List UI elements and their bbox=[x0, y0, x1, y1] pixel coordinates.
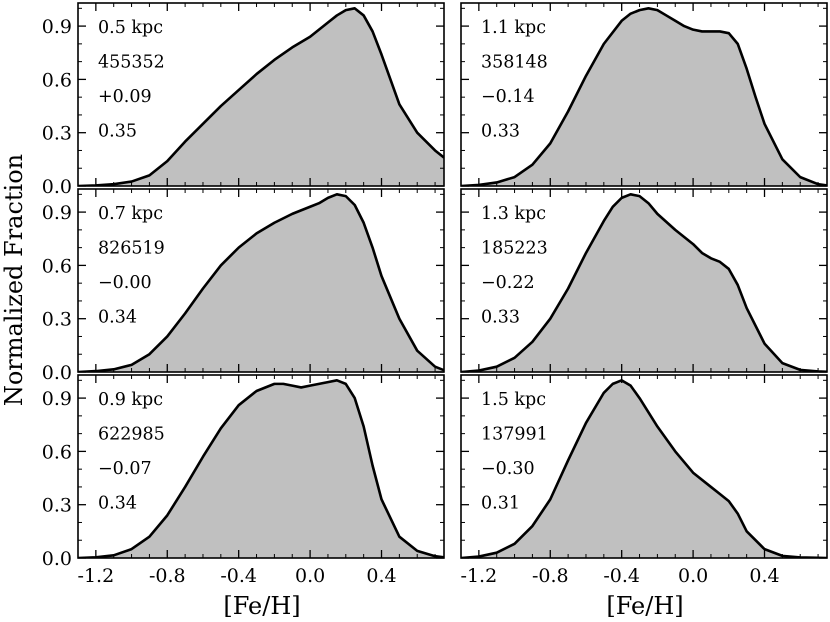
panel-distance-label: 0.9 kpc bbox=[98, 390, 163, 410]
distribution-curve bbox=[78, 193, 444, 372]
panel-mean-metallicity: −0.22 bbox=[481, 273, 535, 293]
panel-distance-label: 0.5 kpc bbox=[98, 18, 163, 38]
y-tick-label: 0.6 bbox=[42, 255, 72, 277]
panel-frame bbox=[460, 188, 828, 373]
y-tick-label: 0.3 bbox=[42, 309, 72, 331]
panel-2: 1.1 kpc 358148 −0.14 0.33 bbox=[460, 2, 828, 187]
panel-mean-metallicity: −0.07 bbox=[98, 459, 152, 479]
y-tick-label: 0.3 bbox=[42, 495, 72, 517]
x-tick-label: 0.0 bbox=[295, 565, 325, 587]
panel-frame bbox=[460, 374, 828, 559]
panel-frame bbox=[77, 374, 445, 559]
panel-star-count: 137991 bbox=[481, 425, 548, 445]
distribution-curve bbox=[78, 7, 444, 186]
panel-star-count: 358148 bbox=[481, 53, 548, 73]
panel-distance-label: 1.1 kpc bbox=[481, 18, 546, 38]
x-tick-label: -1.2 bbox=[461, 565, 498, 587]
panel-frame bbox=[77, 2, 445, 187]
panels-layer: 0.0 0.3 0.6 0.9 0.5 kpc 455352 +0.09 0.35 1.1 kp… bbox=[42, 2, 828, 587]
panel-4: 1.3 kpc 185223 −0.22 0.33 bbox=[460, 188, 828, 373]
panel-1: 0.0 0.3 0.6 0.9 0.5 kpc 455352 +0.09 0.35 bbox=[42, 2, 445, 198]
y-tick-label: 0.6 bbox=[42, 441, 72, 463]
y-tick-label: 0.9 bbox=[42, 202, 72, 224]
y-tick-label: 0.9 bbox=[42, 388, 72, 410]
panel-dispersion: 0.34 bbox=[98, 494, 137, 514]
panel-3: 0.0 0.3 0.6 0.9 0.7 kpc 826519 −0.00 0.34 bbox=[42, 188, 445, 384]
x-axis-title-left: [Fe/H] bbox=[223, 592, 300, 620]
distribution-fill bbox=[461, 194, 827, 372]
panel-dispersion: 0.31 bbox=[481, 494, 520, 514]
panel-mean-metallicity: +0.09 bbox=[98, 87, 152, 107]
distribution-curve bbox=[461, 193, 827, 372]
panel-dispersion: 0.35 bbox=[98, 122, 137, 142]
panel-star-count: 826519 bbox=[98, 239, 165, 259]
y-tick-label: 0.0 bbox=[42, 176, 72, 198]
x-tick-label: -0.8 bbox=[532, 565, 569, 587]
x-tick-label: -0.4 bbox=[220, 565, 257, 587]
panel-6: -1.2 -0.8 -0.4 0.0 0.4 1.5 kpc 137991 −0.30 0.31 bbox=[460, 374, 828, 587]
panel-frame bbox=[77, 188, 445, 373]
x-tick-label: 0.4 bbox=[366, 565, 396, 587]
panel-frame bbox=[460, 2, 828, 187]
x-tick-label: 0.4 bbox=[749, 565, 779, 587]
x-tick-label: -1.2 bbox=[78, 565, 115, 587]
panel-mean-metallicity: −0.14 bbox=[481, 87, 535, 107]
distribution-fill bbox=[78, 194, 444, 372]
y-axis-title: Normalized Fraction bbox=[0, 154, 28, 406]
distribution-curve bbox=[461, 379, 827, 558]
distribution-fill bbox=[461, 380, 827, 558]
panel-mean-metallicity: −0.00 bbox=[98, 273, 152, 293]
distribution-curve bbox=[78, 379, 444, 558]
panel-dispersion: 0.34 bbox=[98, 308, 137, 328]
panel-distance-label: 1.3 kpc bbox=[481, 204, 546, 224]
y-tick-label: 0.0 bbox=[42, 548, 72, 570]
panel-mean-metallicity: −0.30 bbox=[481, 459, 535, 479]
distribution-curve bbox=[461, 7, 827, 186]
x-tick-label: -0.4 bbox=[603, 565, 640, 587]
y-tick-label: 0.6 bbox=[42, 69, 72, 91]
y-tick-label: 0.9 bbox=[42, 16, 72, 38]
panel-star-count: 622985 bbox=[98, 425, 165, 445]
panel-star-count: 185223 bbox=[481, 239, 548, 259]
x-axis-title-right: [Fe/H] bbox=[606, 592, 683, 620]
y-tick-label: 0.3 bbox=[42, 123, 72, 145]
panel-dispersion: 0.33 bbox=[481, 308, 520, 328]
panel-dispersion: 0.33 bbox=[481, 122, 520, 142]
panel-star-count: 455352 bbox=[98, 53, 165, 73]
x-tick-label: 0.0 bbox=[678, 565, 708, 587]
y-tick-label: 0.0 bbox=[42, 362, 72, 384]
distribution-fill bbox=[78, 8, 444, 186]
x-tick-label: -0.8 bbox=[149, 565, 186, 587]
panel-5: 0.0 0.3 0.6 0.9 -1.2 -0.8 -0.4 0.0 0.4 0.9 kpc 622… bbox=[42, 374, 445, 587]
panel-distance-label: 0.7 kpc bbox=[98, 204, 163, 224]
panel-distance-label: 1.5 kpc bbox=[481, 390, 546, 410]
